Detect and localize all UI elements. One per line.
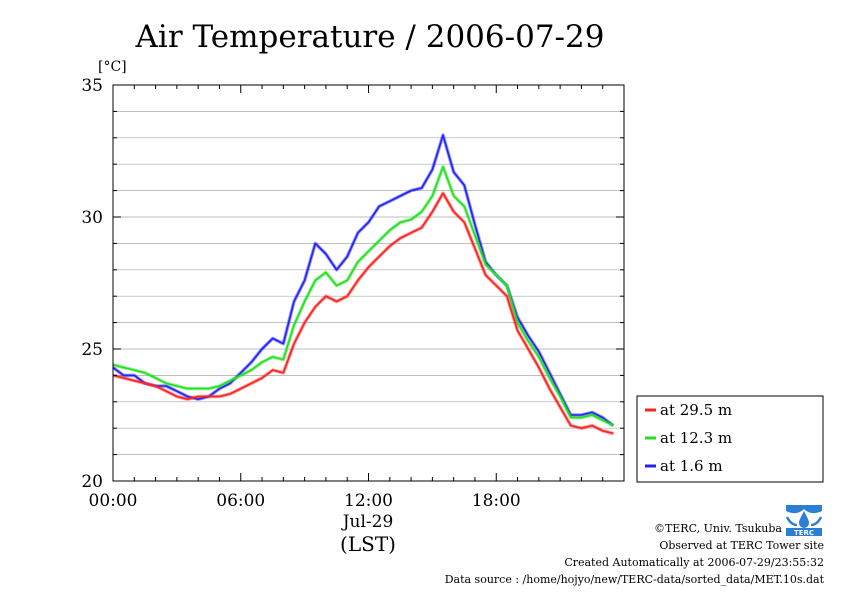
data-source-text: Data source : /home/hojyo/new/TERC-data/… [444,573,824,586]
x-tick-label: 18:00 [472,491,521,511]
series-line [112,192,614,435]
legend-label: at 29.5 m [660,401,732,419]
x-axis-unit-label: (LST) [340,532,396,556]
series-group [111,133,615,436]
legend-box [636,395,824,483]
gridlines [113,111,624,455]
terc-logo-icon: TERC [784,503,824,537]
x-tick-label: 00:00 [89,491,138,511]
legend-label: at 12.3 m [660,429,732,447]
legend-label: at 1.6 m [660,457,723,475]
y-tick-label: 30 [81,208,103,228]
series-line [112,134,614,427]
y-axis: 20 25 30 35 [81,76,624,492]
y-tick-label: 25 [81,340,103,360]
series-line-halo [111,133,615,428]
y-tick-label: 20 [81,472,103,492]
y-axis-unit-label: [°C] [98,59,127,75]
y-tick-label: 35 [81,76,103,96]
observed-site-text: Observed at TERC Tower site [659,539,824,552]
legend: at 29.5 m at 12.3 m at 1.6 m [636,395,824,483]
x-axis-date-label: Jul-29 [341,512,394,532]
x-axis: 00:00 06:00 12:00 18:00 [89,85,625,511]
created-timestamp-text: Created Automatically at 2006-07-29/23:5… [564,556,824,569]
x-tick-label: 06:00 [216,491,265,511]
x-tick-label: 12:00 [344,491,393,511]
chart-title: Air Temperature / 2006-07-29 [135,19,605,55]
logo-lettering: TERC [794,529,814,537]
series-line [112,166,614,427]
copyright-text: ©TERC, Univ. Tsukuba [653,522,782,535]
plot-frame [112,84,625,482]
